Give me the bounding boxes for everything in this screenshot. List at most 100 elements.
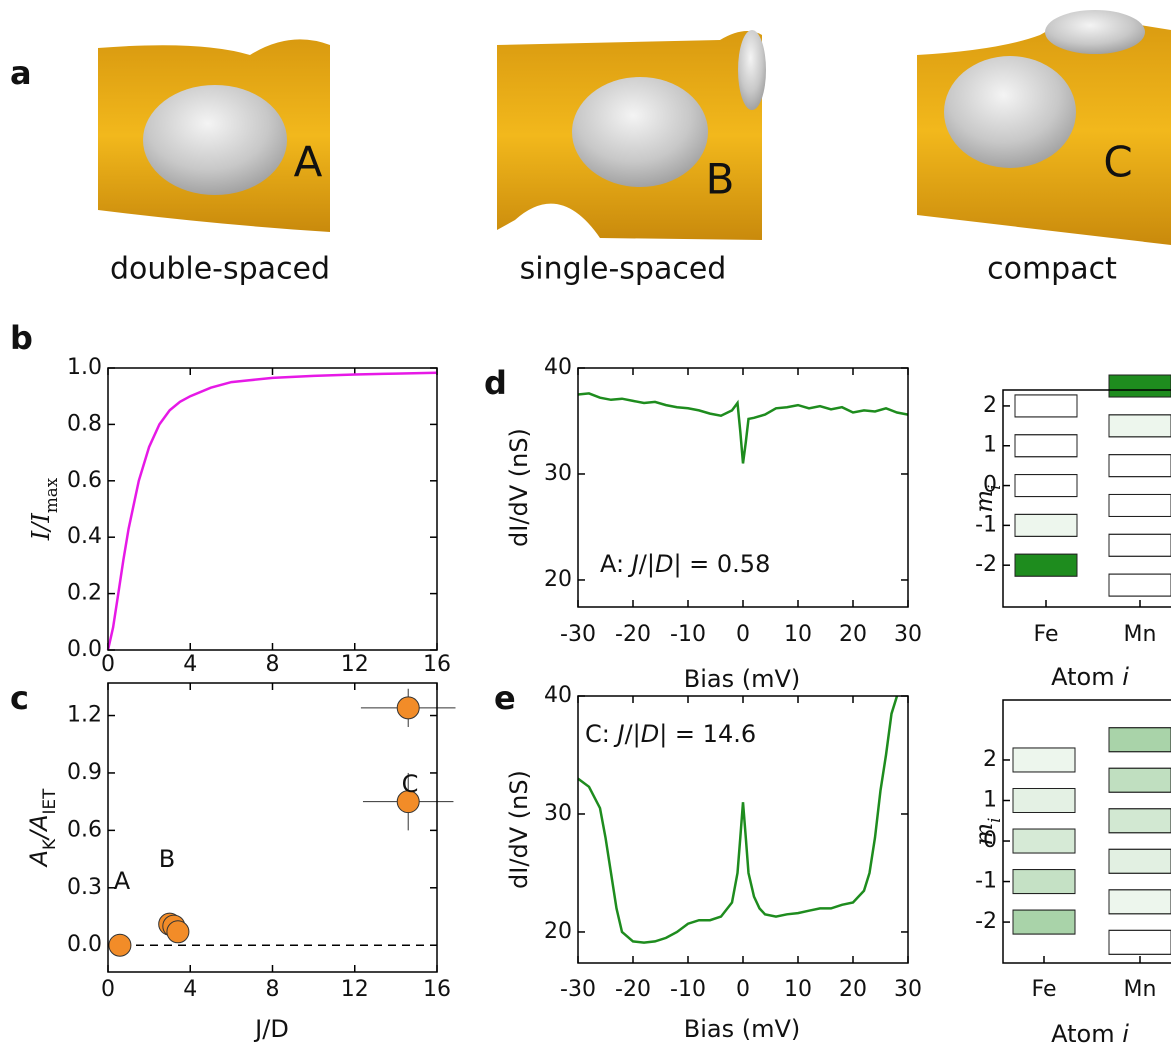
label-part: A [25, 850, 53, 868]
axes-frame [108, 683, 437, 972]
label-part: /A [25, 814, 53, 841]
x-tick-label: 20 [839, 977, 867, 1002]
states-group [1013, 728, 1171, 955]
label-part: A: [600, 550, 632, 578]
x-tick-label: 10 [784, 622, 812, 647]
state-weight [1109, 415, 1171, 437]
x-tick-label: 12 [341, 977, 369, 1002]
y-axis-label: mi [970, 484, 1004, 512]
state-weight [1109, 849, 1171, 873]
panel-label: d [484, 364, 507, 402]
panel-label: c [10, 679, 29, 717]
label-part: dI/dV (nS) [505, 770, 533, 889]
x-tick-label: Mn [1124, 622, 1157, 647]
y-tick-label: -2 [975, 909, 997, 934]
point-label: B [159, 845, 175, 873]
x-tick-label: -10 [670, 977, 706, 1002]
state-weight [1015, 514, 1077, 536]
y-tick-label: 40 [544, 355, 572, 380]
state-weight [1109, 768, 1171, 792]
x-tick-label: 0 [101, 977, 115, 1002]
x-tick-label: 12 [341, 652, 369, 677]
x-tick-label: -20 [615, 977, 651, 1002]
y-axis-label: dI/dV (nS) [505, 428, 533, 547]
label-part: | = 14.6 [659, 720, 756, 748]
y-tick-label: 0.6 [67, 468, 102, 493]
label-part: D [655, 550, 673, 578]
y-tick-label: 30 [544, 461, 572, 486]
y-tick-label: 1.0 [67, 355, 102, 380]
label-part: Atom [1051, 1020, 1122, 1048]
stm-adatom [143, 85, 287, 195]
data-point [397, 697, 419, 719]
x-tick-label: Fe [1032, 977, 1057, 1002]
x-tick-label: 8 [266, 977, 280, 1002]
y-tick-label: 20 [544, 919, 572, 944]
point-label: C [402, 770, 419, 798]
x-tick-label: 30 [894, 977, 922, 1002]
image-label: B [706, 155, 735, 204]
y-tick-label: 1 [983, 433, 997, 458]
state-weight [1109, 534, 1171, 556]
x-tick-label: Fe [1034, 622, 1059, 647]
label-part: | = 0.58 [673, 550, 770, 578]
y-tick-label: 30 [544, 801, 572, 826]
y-tick-label: 0.0 [67, 932, 102, 957]
x-tick-label: Mn [1124, 977, 1157, 1002]
axes-frame [108, 368, 437, 650]
y-axis-label: mi [970, 817, 1004, 845]
x-axis-label: Atom i [1051, 1020, 1129, 1048]
data-line [108, 373, 437, 650]
state-weight [1015, 395, 1077, 417]
y-tick-label: 1 [983, 787, 997, 812]
y-tick-label: -1 [975, 869, 997, 894]
state-weight [1013, 748, 1075, 772]
label-part: Bias (mV) [684, 1015, 801, 1043]
label-part: m [970, 490, 998, 513]
label-part: max [41, 477, 61, 513]
stm-adatom [572, 77, 708, 187]
y-tick-label: 20 [544, 567, 572, 592]
stm-adatom [1045, 10, 1145, 54]
state-weight [1109, 574, 1171, 596]
x-tick-label: -10 [670, 622, 706, 647]
x-tick-label: -30 [560, 977, 596, 1002]
state-weight [1109, 494, 1171, 516]
y-tick-label: 0.8 [67, 411, 102, 436]
y-tick-label: 0.9 [67, 760, 102, 785]
y-tick-label: 40 [544, 683, 572, 708]
label-part: D [641, 720, 659, 748]
y-tick-label: -2 [975, 552, 997, 577]
data-point [167, 921, 189, 943]
panel-label: a [10, 54, 32, 92]
y-tick-label: 0.0 [67, 637, 102, 662]
x-axis-label: Bias (mV) [684, 1015, 801, 1043]
label-part: J/D [253, 1015, 289, 1043]
y-tick-label: 0.4 [67, 524, 102, 549]
label-part: m [970, 823, 998, 846]
label-part: i [1122, 1020, 1129, 1048]
image-caption: single-spaced [520, 252, 727, 287]
y-tick-label: 2 [983, 393, 997, 418]
label-part: IET [39, 788, 59, 815]
x-tick-label: 4 [183, 652, 197, 677]
y-tick-label: 0.6 [67, 817, 102, 842]
y-axis-label: AK/AIET [25, 788, 59, 869]
annotation: C: J/|D| = 14.6 [585, 720, 756, 748]
state-weight [1015, 435, 1077, 457]
panel-label: b [10, 319, 33, 357]
label-part: Bias (mV) [684, 665, 801, 693]
stm-adatom [944, 56, 1076, 168]
label-part: dI/dV (nS) [505, 428, 533, 547]
figure: aAdouble-spacedBsingle-spacedCcompactb0.… [0, 0, 1171, 1050]
x-tick-label: 4 [183, 977, 197, 1002]
y-tick-label: 1.2 [67, 703, 102, 728]
state-weight [1109, 375, 1171, 397]
stm-images [98, 10, 1171, 245]
image-caption: double-spaced [110, 252, 330, 287]
y-tick-label: -1 [975, 512, 997, 537]
stm-adatom [738, 30, 766, 110]
state-weight [1109, 930, 1171, 954]
label-part: Atom [1051, 663, 1122, 691]
data-point [109, 934, 131, 956]
